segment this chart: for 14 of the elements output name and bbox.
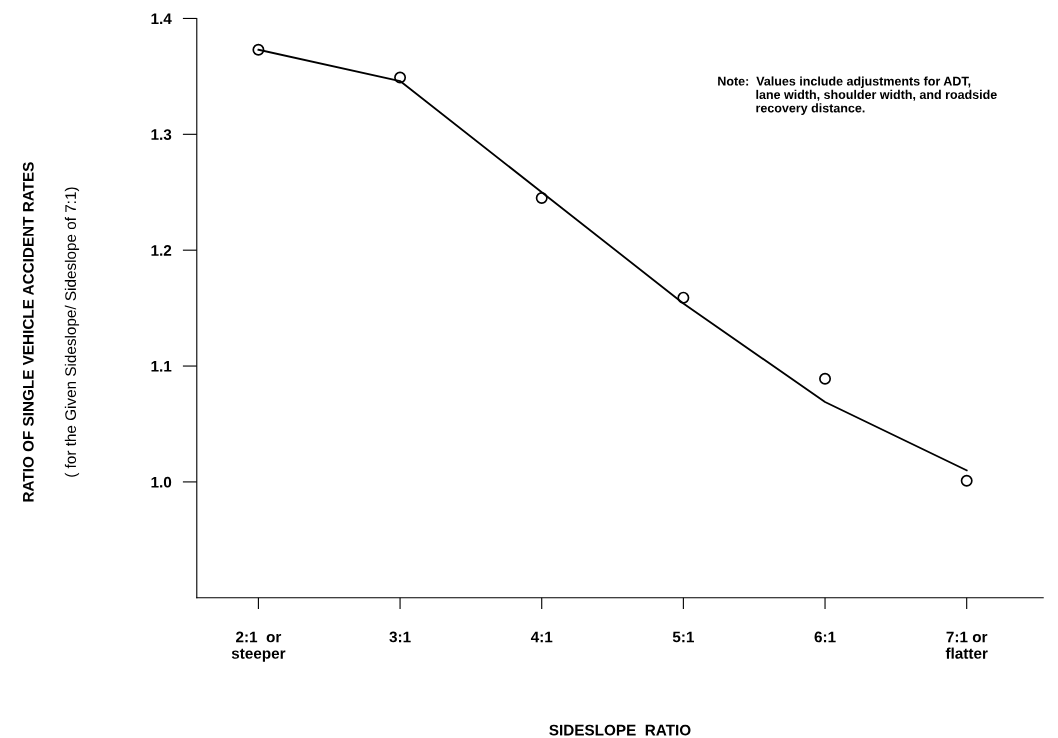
x-tick-label: 3:1: [389, 631, 411, 643]
x-tick-label: 7:1 or flatter: [945, 631, 988, 659]
y-tick-label: 1.1: [151, 361, 172, 372]
x-axis-title: SIDESLOPE RATIO: [549, 724, 691, 736]
text: RATIO OF SINGLE VEHICLE ACCIDENT RATES ( for the Given Sideslope/ Sideslope of 7:1): [22, 162, 80, 502]
y-tick-label: 1.0: [151, 476, 172, 488]
x-tick-label: 2:1 or steeper: [231, 631, 286, 662]
x-tick-label: 4:1: [530, 631, 553, 643]
annotation: Note: Values include adjustments for ADT, lane width, shoulder width, and roadside recovery distance.: [718, 76, 997, 115]
x-tick-label: 5:1: [672, 631, 694, 643]
x-tick-label: 6:1: [814, 631, 836, 643]
y-tick-label: 1.3: [151, 129, 172, 141]
y-tick-label: 1.2: [151, 245, 172, 256]
y-tick-label: 1.4: [151, 13, 172, 24]
